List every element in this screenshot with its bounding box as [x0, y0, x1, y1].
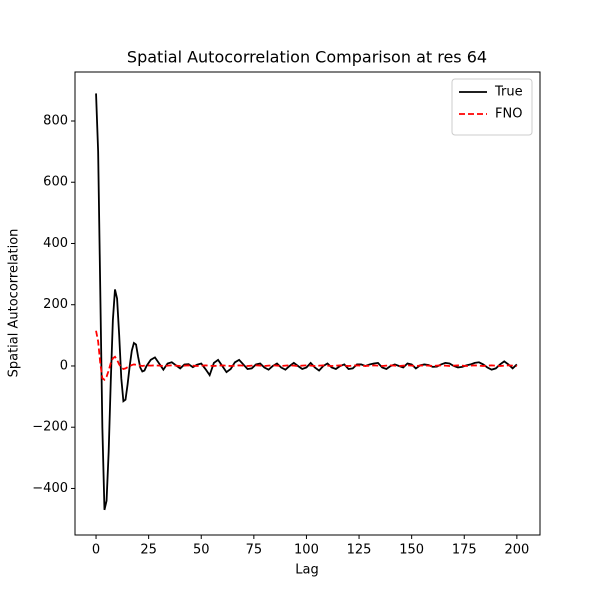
y-tick-label: −400 [32, 481, 68, 496]
y-tick-label: −200 [32, 420, 68, 435]
y-tick-label: 600 [43, 175, 68, 190]
plot-frame [74, 71, 541, 536]
y-tick-label: 400 [43, 236, 68, 251]
y-tick-label: 200 [43, 297, 68, 312]
legend-box [451, 78, 533, 136]
y-axis-label: Spatial Autocorrelation [7, 229, 22, 378]
x-tick-label: 125 [347, 543, 372, 558]
x-tick-label: 150 [399, 543, 424, 558]
y-tick-label: 800 [43, 113, 68, 128]
y-tick-label: 0 [60, 358, 68, 373]
x-tick-label: 200 [504, 543, 529, 558]
x-axis-label: Lag [295, 563, 318, 578]
x-tick-label: 25 [140, 543, 157, 558]
line-series [95, 330, 517, 382]
legend-label: FNO [495, 107, 522, 122]
chart-title: Spatial Autocorrelation Comparison at re… [127, 48, 487, 67]
legend-label: True [494, 85, 523, 100]
x-tick-label: 175 [452, 543, 477, 558]
x-tick-label: 50 [193, 543, 210, 558]
line-series [95, 93, 518, 511]
x-tick-label: 100 [294, 543, 319, 558]
x-tick-label: 75 [246, 543, 263, 558]
x-tick-label: 0 [92, 543, 100, 558]
